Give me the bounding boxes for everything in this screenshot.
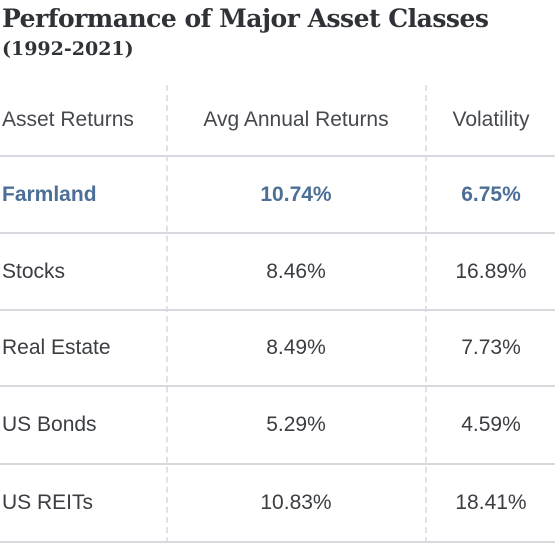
avg-return-value: 5.29% xyxy=(266,413,326,436)
volatility-value: 7.73% xyxy=(461,336,521,359)
table-row-stocks: Stocks 8.46% 16.89% xyxy=(0,232,555,309)
returns-table: Asset Returns Avg Annual Returns Volatil… xyxy=(0,85,555,543)
volatility-value: 6.75% xyxy=(461,182,521,206)
column-header-avg-return: Avg Annual Returns xyxy=(203,108,389,131)
avg-return-value: 10.83% xyxy=(260,491,332,514)
table-header-row: Asset Returns Avg Annual Returns Volatil… xyxy=(0,85,555,155)
column-header-volatility: Volatility xyxy=(452,108,530,131)
asset-name: US REITs xyxy=(2,491,94,514)
table-row-us-bonds: US Bonds 5.29% 4.59% xyxy=(0,385,555,463)
page-title: Performance of Major Asset Classes xyxy=(2,4,489,33)
avg-return-value: 8.49% xyxy=(266,336,326,359)
page-subtitle: (1992-2021) xyxy=(2,38,134,60)
asset-name: Stocks xyxy=(2,259,66,283)
column-header-asset: Asset Returns xyxy=(2,108,134,131)
column-divider xyxy=(425,85,427,543)
table-row-us-reits: US REITs 10.83% 18.41% xyxy=(0,463,555,543)
column-divider xyxy=(166,85,168,543)
asset-name: Real Estate xyxy=(2,336,111,359)
table-row-farmland: Farmland 10.74% 6.75% xyxy=(0,155,555,232)
avg-return-value: 10.74% xyxy=(260,182,332,206)
volatility-value: 4.59% xyxy=(461,413,521,436)
asset-name: US Bonds xyxy=(2,413,97,436)
asset-name: Farmland xyxy=(2,182,97,206)
table-row-real-estate: Real Estate 8.49% 7.73% xyxy=(0,309,555,385)
volatility-value: 16.89% xyxy=(455,259,527,283)
volatility-value: 18.41% xyxy=(455,491,527,514)
avg-return-value: 8.46% xyxy=(266,259,326,283)
